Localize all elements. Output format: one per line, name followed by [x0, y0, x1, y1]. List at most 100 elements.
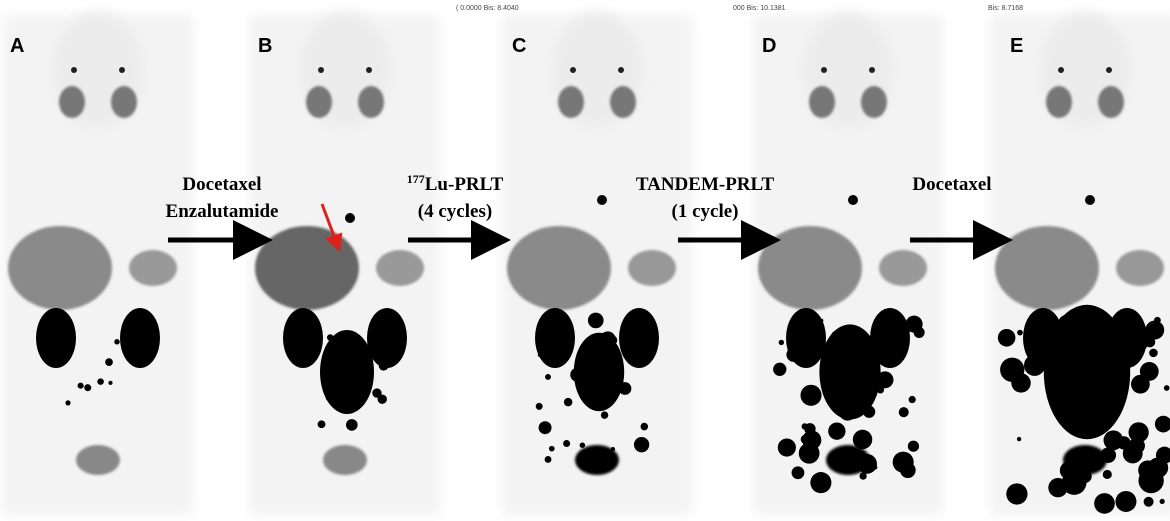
lesion: [1154, 415, 1170, 433]
gland: [1098, 86, 1124, 118]
lesion: [1085, 386, 1101, 401]
kidney: [535, 308, 575, 368]
lesion: [1163, 385, 1170, 391]
spleen: [628, 250, 676, 286]
lesion: [827, 353, 839, 365]
bladder: [826, 445, 870, 475]
red-arrow: [320, 203, 343, 253]
liver: [8, 226, 112, 310]
lesion: [633, 437, 650, 453]
node: [848, 195, 858, 205]
lesion: [1033, 353, 1051, 372]
lesion: [997, 328, 1016, 347]
lesion: [1131, 374, 1150, 394]
superscript: 177: [407, 172, 425, 186]
lesion: [810, 472, 832, 494]
lesion: [862, 405, 876, 418]
lesion: [342, 335, 351, 343]
lesion: [326, 334, 334, 341]
lesion: [322, 358, 330, 366]
lesion: [600, 411, 609, 419]
lesion: [1149, 348, 1158, 358]
transition-label: (4 cycles): [418, 201, 492, 222]
lesion: [876, 371, 894, 389]
transition-label: Docetaxel: [182, 174, 261, 195]
kidney: [367, 308, 407, 368]
lesion: [1094, 493, 1115, 514]
lesion: [1017, 329, 1023, 336]
lesion: [852, 429, 873, 450]
lesion: [913, 326, 925, 338]
lesion: [1079, 360, 1085, 366]
panel-label: D: [762, 35, 776, 57]
gland: [358, 86, 384, 118]
tumor-mass: [573, 332, 625, 412]
spleen: [1116, 250, 1164, 286]
lesion: [114, 339, 120, 345]
lesion: [342, 365, 349, 372]
kidney: [120, 308, 160, 368]
bladder: [575, 445, 619, 475]
gland: [1046, 86, 1072, 118]
lesion: [563, 439, 571, 447]
lesion: [344, 398, 356, 410]
lesion: [1122, 443, 1143, 464]
lesion: [777, 438, 796, 457]
lesion: [1016, 436, 1022, 442]
kidney: [36, 308, 76, 368]
lesion: [1159, 498, 1165, 505]
lesion: [876, 386, 885, 394]
lesion: [789, 331, 794, 337]
liver: [995, 226, 1099, 310]
lesion: [899, 462, 916, 479]
lesion: [301, 347, 311, 356]
lesion: [1117, 436, 1131, 450]
lesion: [1057, 314, 1077, 334]
lesion: [830, 386, 836, 392]
panel-label: A: [10, 35, 24, 57]
bladder: [1063, 445, 1107, 475]
uptake: [869, 67, 875, 73]
lesion: [377, 322, 385, 330]
lesion: [831, 331, 840, 340]
gland: [111, 86, 137, 118]
spleen: [376, 250, 424, 286]
lesion: [828, 422, 846, 440]
lesion: [1062, 400, 1087, 425]
node: [597, 195, 607, 205]
uptake: [119, 67, 125, 73]
uptake: [1106, 67, 1112, 73]
lesion: [635, 338, 652, 355]
lesion: [372, 388, 382, 398]
lesion: [640, 422, 649, 431]
lesion: [844, 406, 858, 420]
scanner-readout: Bis: 8.7168: [988, 5, 1023, 12]
uptake: [570, 67, 576, 73]
lesion: [1000, 357, 1025, 382]
uptake: [366, 67, 372, 73]
transition-label: TANDEM-PRLT: [636, 174, 775, 195]
lesion: [798, 442, 820, 464]
kidney: [870, 308, 910, 368]
text: Lu-PRLT: [425, 174, 504, 195]
lesion: [579, 442, 586, 448]
lesion: [1143, 496, 1154, 507]
lesion: [1134, 349, 1140, 356]
lesion: [378, 360, 389, 371]
lesion: [1115, 490, 1137, 512]
uptake: [1058, 67, 1064, 73]
lesion: [345, 419, 358, 431]
lesion: [619, 387, 625, 392]
liver: [507, 226, 611, 310]
lesion: [563, 397, 573, 407]
lesion: [1051, 389, 1067, 405]
lesion: [367, 329, 377, 339]
lesion: [599, 331, 616, 348]
lesion: [796, 328, 805, 338]
transition-label: 177Lu-PRLT: [407, 172, 504, 195]
node: [1085, 195, 1095, 205]
lesion: [77, 382, 84, 389]
lesion: [377, 394, 387, 404]
lesion: [317, 420, 326, 429]
